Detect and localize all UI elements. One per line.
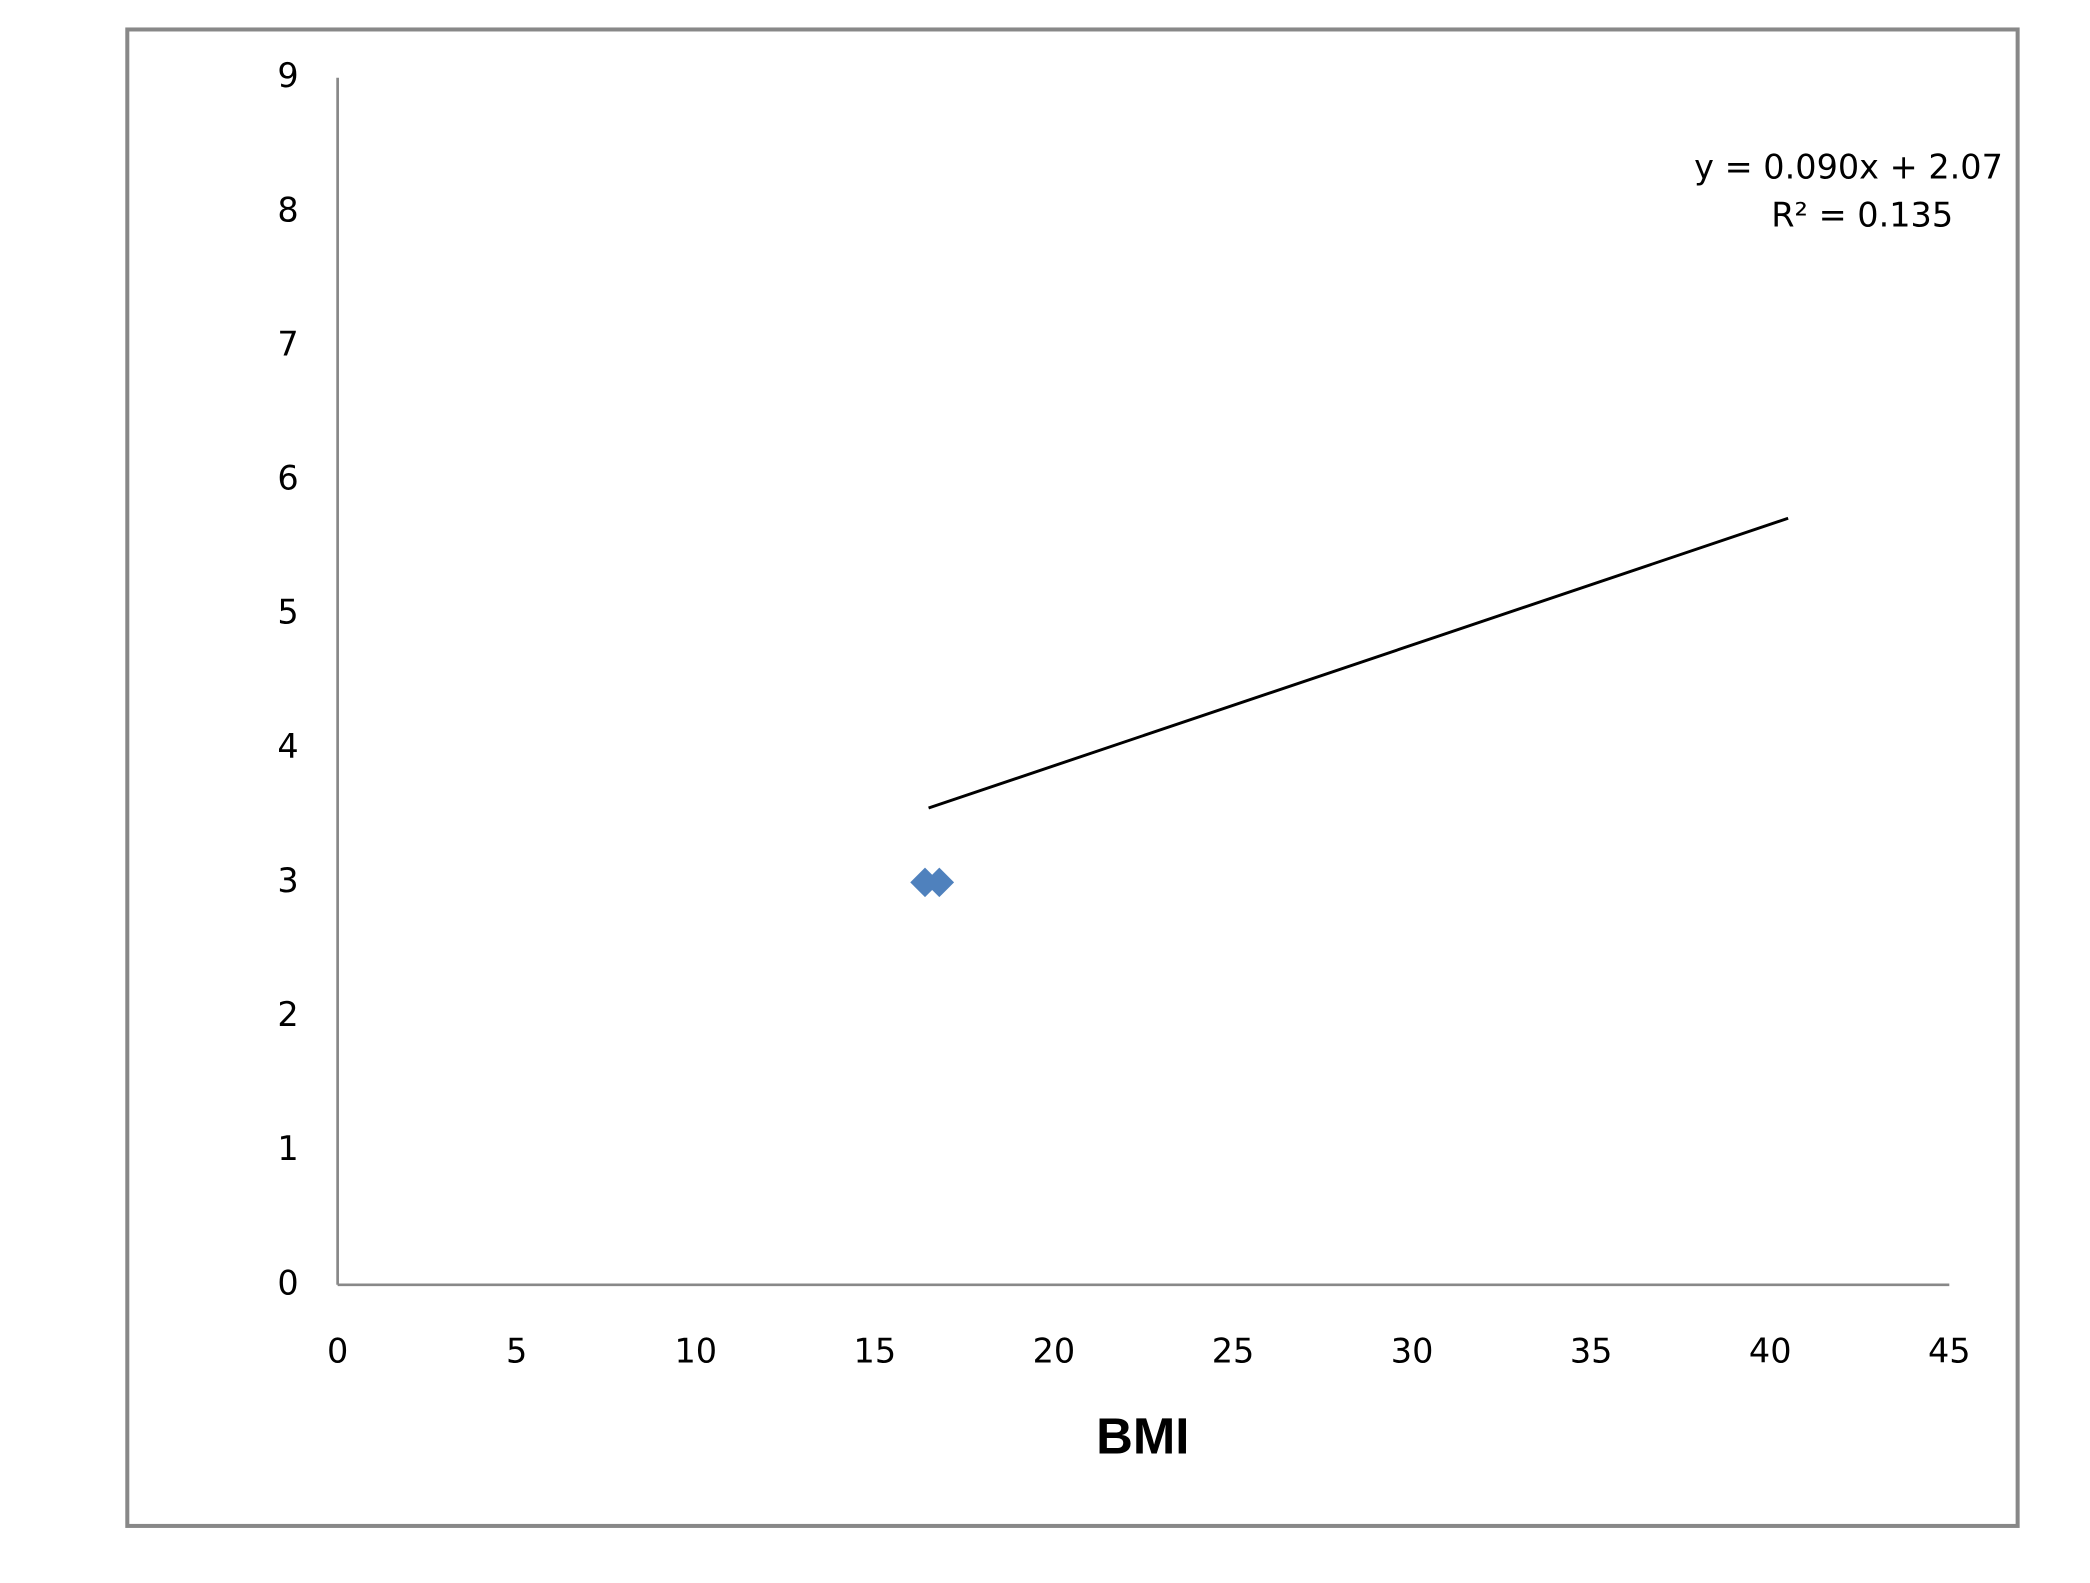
- x-tick-label: 45: [1928, 1332, 1971, 1371]
- y-tick-label: 2: [277, 995, 298, 1034]
- y-tick-label: 9: [277, 56, 298, 95]
- y-tick-label: 0: [277, 1263, 298, 1302]
- y-tick-label: 3: [277, 861, 298, 900]
- x-tick-label: 0: [327, 1332, 348, 1371]
- x-tick-label: 15: [854, 1332, 897, 1371]
- x-tick-label: 30: [1391, 1332, 1434, 1371]
- y-tick-label: 7: [277, 324, 298, 363]
- x-tick-label: 40: [1749, 1332, 1792, 1371]
- x-tick-label: 35: [1570, 1332, 1613, 1371]
- trendline: [928, 516, 1789, 810]
- trend-equation: y = 0.090x + 2.07: [1694, 147, 2003, 186]
- trend-r2: R² = 0.135: [1771, 196, 1953, 235]
- x-tick-label: 25: [1212, 1332, 1255, 1371]
- x-axis-label: BMI: [1096, 1408, 1189, 1465]
- scatter-point: [924, 867, 955, 898]
- x-tick-label: 5: [506, 1332, 527, 1371]
- y-tick-label: 6: [277, 459, 298, 498]
- x-tick-label: 20: [1033, 1332, 1076, 1371]
- y-tick-label: 5: [277, 593, 298, 632]
- y-tick-label: 4: [277, 727, 298, 766]
- y-tick-label: 1: [277, 1129, 298, 1168]
- y-tick-label: 8: [277, 190, 298, 229]
- x-tick-label: 10: [674, 1332, 717, 1371]
- chart-frame: [125, 27, 2020, 1528]
